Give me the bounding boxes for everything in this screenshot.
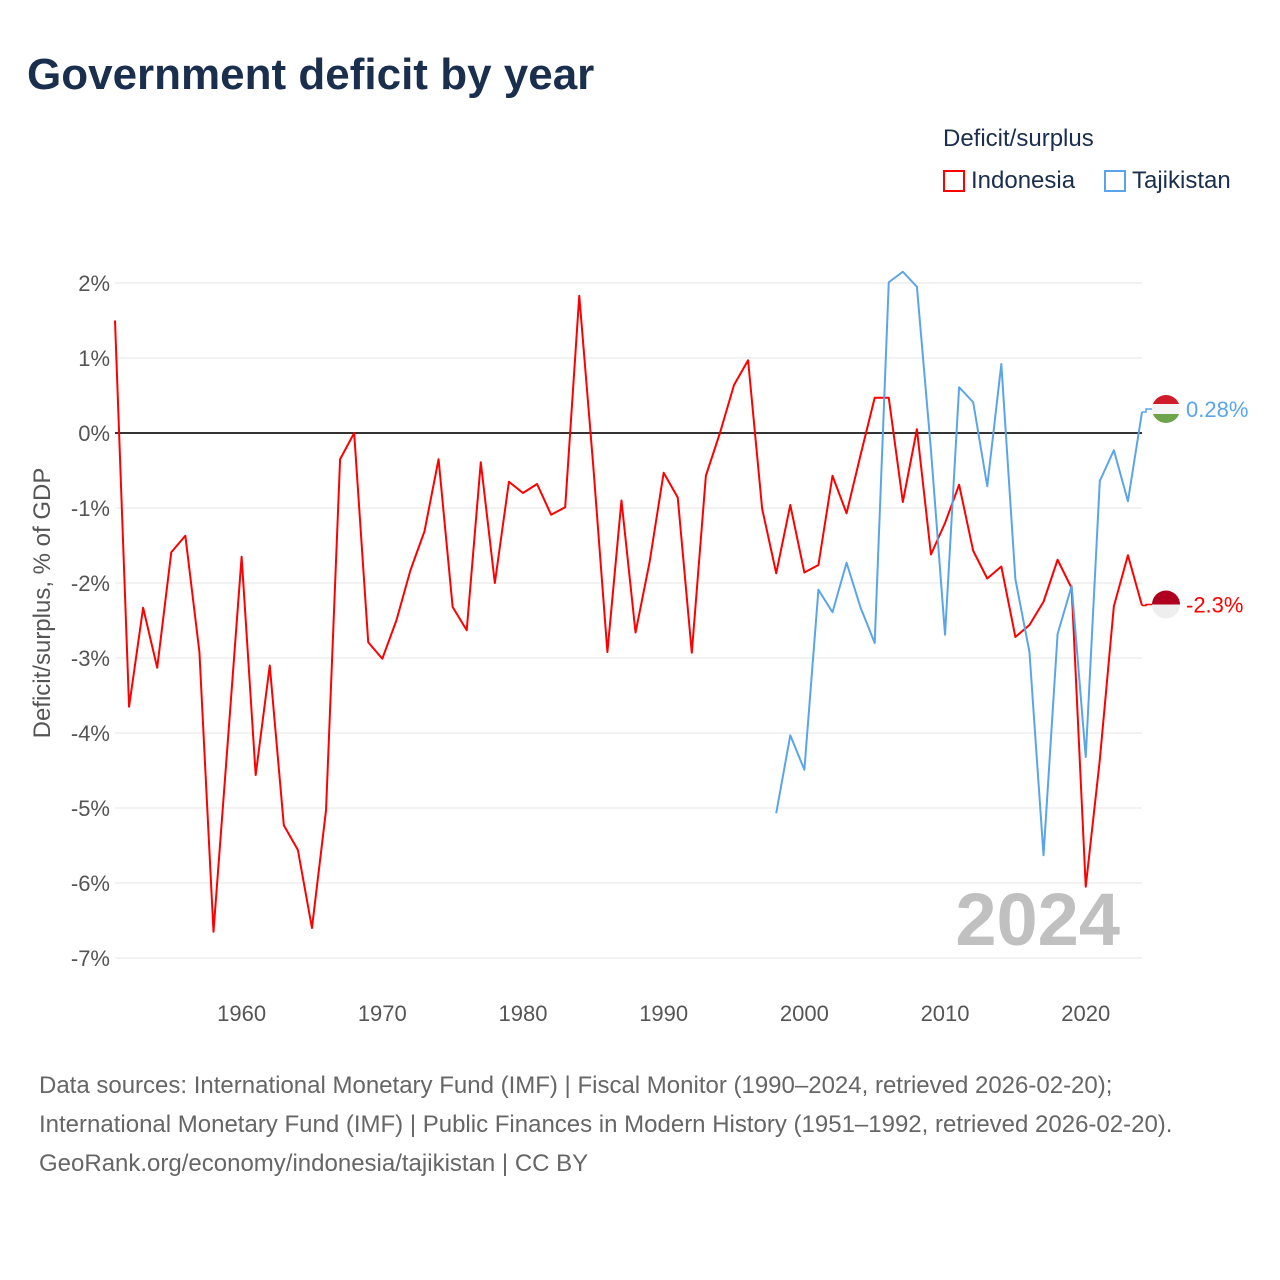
x-tick-label: 1990 xyxy=(639,1001,688,1026)
end-value-label: -2.3% xyxy=(1186,593,1243,618)
end-label-connector xyxy=(1142,603,1154,607)
year-watermark: 2024 xyxy=(955,878,1120,961)
x-tick-label: 1980 xyxy=(499,1001,548,1026)
series-line-indonesia xyxy=(114,294,1143,933)
y-tick-label: -6% xyxy=(71,871,110,896)
y-tick-label: -7% xyxy=(71,946,110,971)
y-tick-label: -4% xyxy=(71,721,110,746)
legend-title: Deficit/surplus xyxy=(943,125,1094,152)
y-tick-label: 1% xyxy=(78,346,110,371)
y-tick-label: -2% xyxy=(71,571,110,596)
series-line-tajikistan xyxy=(775,270,1143,857)
x-tick-label: 2010 xyxy=(921,1001,970,1026)
x-tick-label: 1960 xyxy=(217,1001,266,1026)
legend-item-tajikistan[interactable]: Tajikistan xyxy=(1104,167,1231,195)
y-tick-label: -5% xyxy=(71,796,110,821)
legend-swatch xyxy=(1104,170,1126,192)
credit-link[interactable]: GeoRank.org/economy/indonesia/tajikistan… xyxy=(39,1150,589,1177)
x-tick-label: 1970 xyxy=(358,1001,407,1026)
flag-icon-tajikistan xyxy=(1152,395,1180,423)
legend-swatch xyxy=(943,170,965,192)
x-tick-label: 2000 xyxy=(780,1001,829,1026)
y-tick-label: -1% xyxy=(71,496,110,521)
legend-label: Tajikistan xyxy=(1132,167,1231,194)
chart-title: Government deficit by year xyxy=(27,50,595,99)
y-tick-label: 0% xyxy=(78,421,110,446)
y-tick-label: 2% xyxy=(78,271,110,296)
end-value-label: 0.28% xyxy=(1186,397,1248,422)
y-axis-label: Deficit/surplus, % of GDP xyxy=(29,468,56,739)
data-sources: Data sources: International Monetary Fun… xyxy=(39,1072,1173,1138)
flag-icon-indonesia xyxy=(1152,590,1180,619)
y-tick-label: -3% xyxy=(71,646,110,671)
legend-item-indonesia[interactable]: Indonesia xyxy=(943,167,1075,195)
footer: Data sources: International Monetary Fun… xyxy=(39,1066,1239,1183)
legend-label: Indonesia xyxy=(971,167,1076,194)
end-label-connector xyxy=(1142,408,1154,413)
x-tick-label: 2020 xyxy=(1061,1001,1110,1026)
